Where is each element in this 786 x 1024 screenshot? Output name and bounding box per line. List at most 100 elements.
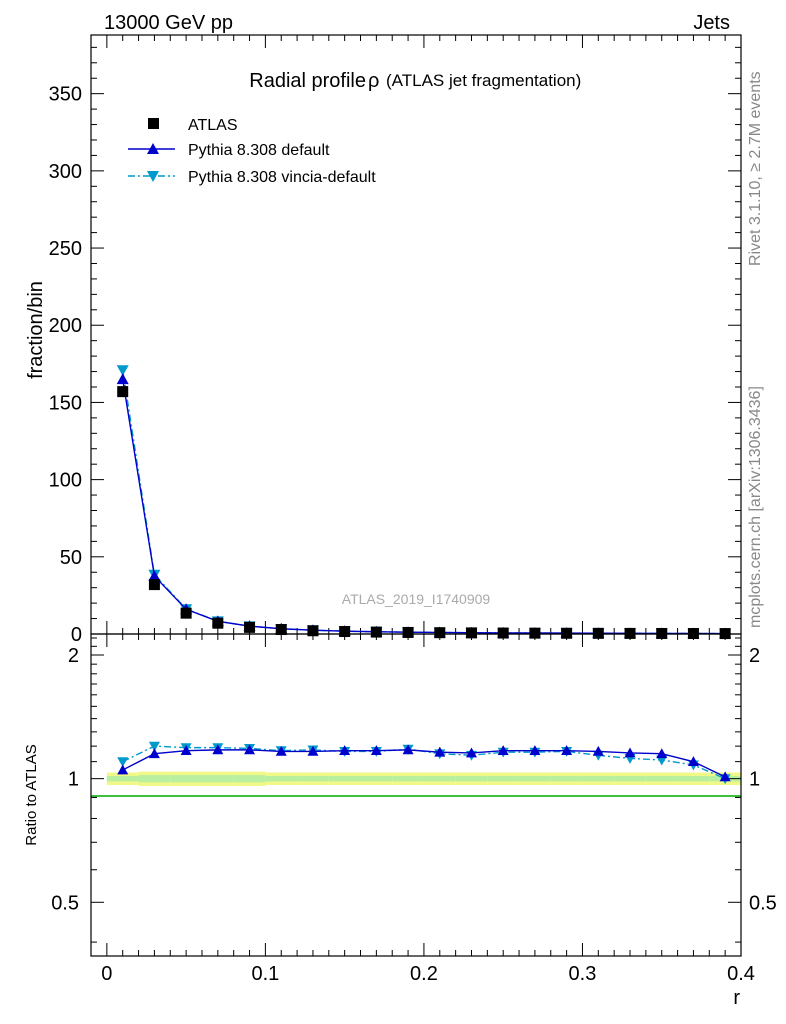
main-point-vincia [116,365,129,377]
ratio-y-tick-label: 0.5 [749,892,777,914]
main-y-tick-label: 50 [60,547,82,569]
ratio-point-default [402,744,414,755]
ratio-band-inner [582,775,615,782]
mcplots-label: mcplots.cern.ch [arXiv:1306.3436] [747,386,764,628]
ratio-y-label: Ratio to ATLAS [23,744,40,845]
main-point-atlas [592,627,604,639]
legend-label-atlas: ATLAS [188,117,238,134]
ratio-band-inner [392,775,424,782]
ratio-band-inner [487,775,520,782]
ratio-frame [90,633,742,957]
ratio-band-inner [614,775,646,782]
main-y-tick-label: 250 [49,238,82,260]
legend-marker-default [147,143,159,154]
ratio-band-inner [297,775,329,782]
rivet-label: Rivet 3.1.10, ≥ 2.7M events [747,71,764,266]
ratio-point-default [529,745,541,756]
ratio-x-tick-label: 0.4 [727,963,755,985]
main-point-atlas [180,607,192,619]
ratio-band-inner [455,775,488,782]
ratio-point-default [592,745,604,756]
chart-title-symbol: ρ [368,70,379,92]
ratio-point-default [434,746,446,757]
ratio-x-tick-label: 0.1 [251,963,279,985]
main-y-label: fraction/bin [25,281,47,379]
main-point-atlas [244,621,256,633]
ratio-band-inner [328,775,361,782]
ratio-line-default [122,749,726,778]
ratio-point-default [465,747,477,758]
main-point-atlas [465,627,477,639]
ratio-band-inner [677,775,710,782]
ratio-y-tick-label: 2 [68,645,79,667]
ratio-y-tick-label: 2 [749,645,760,667]
chart-title-sub: (ATLAS jet fragmentation) [386,71,581,90]
ratio-band-inner [360,775,393,782]
ratio-x-tick-label: 0.2 [410,963,438,985]
main-panel: 0 50 100 150 200 250 300 350 Radial profile ρ (… [25,34,742,646]
ratio-x-tick-label: 0 [101,963,112,985]
ratio-y-tick-label: 1 [68,769,79,791]
ratio-band-inner [106,775,139,782]
legend-label-default: Pythia 8.308 default [188,142,330,159]
ratio-y-tick-label: 1 [749,769,760,791]
main-point-default [116,373,129,385]
main-point-atlas [275,624,287,636]
ratio-band-inner [645,775,678,782]
main-point-default [148,570,161,581]
ratio-point-default [339,745,351,756]
ratio-point-vincia [148,741,160,752]
legend-label-vincia: Pythia 8.308 vincia-default [188,169,376,186]
ratio-point-default [370,745,382,756]
ratio-band-inner [170,775,202,783]
main-y-tick-label: 150 [49,392,82,414]
ratio-point-default [117,764,129,775]
main-point-atlas [434,627,446,639]
ratio-panel: 0 0.1 0.2 0.3 0.4 0.5 0.5 1 1 2 2 Ratio to ATLAS r [23,633,777,1009]
ratio-point-default [687,756,699,767]
ratio-series [117,741,731,785]
ratio-point-default [212,744,224,755]
legend-marker-vincia [147,171,159,182]
main-point-atlas [307,625,319,637]
ratio-band-inner [550,775,583,782]
x-axis-label: r [733,987,740,1009]
analysis-watermark: ATLAS_2019_I1740909 [342,591,491,607]
ratio-point-default [275,745,287,756]
main-point-atlas [497,627,509,639]
ratio-y-tick-label: 0.5 [51,892,79,914]
main-y-tick-label: 0 [71,624,82,646]
header-left: 13000 GeV pp [104,12,233,34]
main-point-atlas [370,626,382,638]
ratio-band-inner [519,775,551,782]
ratio-band-inner [265,775,298,782]
ratio-x-tick-label: 0.3 [569,963,597,985]
main-point-atlas [529,627,541,639]
ratio-uncertainty-band [106,771,741,786]
ratio-band-inner [423,775,456,782]
ratio-point-vincia [117,757,129,768]
main-point-atlas [117,386,129,398]
ratio-band-inner [233,775,266,783]
header-right: Jets [693,12,730,34]
main-y-tick-label: 350 [49,84,82,106]
ratio-band-inner [201,775,234,783]
ratio-point-default [656,748,668,759]
main-series [116,365,732,640]
legend-marker-atlas [148,118,159,129]
ratio-point-default [180,745,192,756]
ratio-point-default [244,744,256,755]
ratio-axis-ticks: 0 0.1 0.2 0.3 0.4 0.5 0.5 1 1 2 2 [51,634,777,985]
main-y-tick-label: 200 [49,315,82,337]
main-y-tick-label: 300 [49,161,82,183]
ratio-point-default [719,771,731,782]
main-point-atlas [561,627,573,639]
ratio-band-inner [138,775,171,783]
ratio-point-default [497,745,509,756]
main-point-atlas [212,617,224,629]
main-point-atlas [148,579,160,591]
ratio-point-default [307,745,319,756]
chart-title-main: Radial profile [249,70,366,92]
ratio-point-default [624,747,636,758]
legend: ATLAS Pythia 8.308 default Pythia 8.308 … [128,117,376,186]
